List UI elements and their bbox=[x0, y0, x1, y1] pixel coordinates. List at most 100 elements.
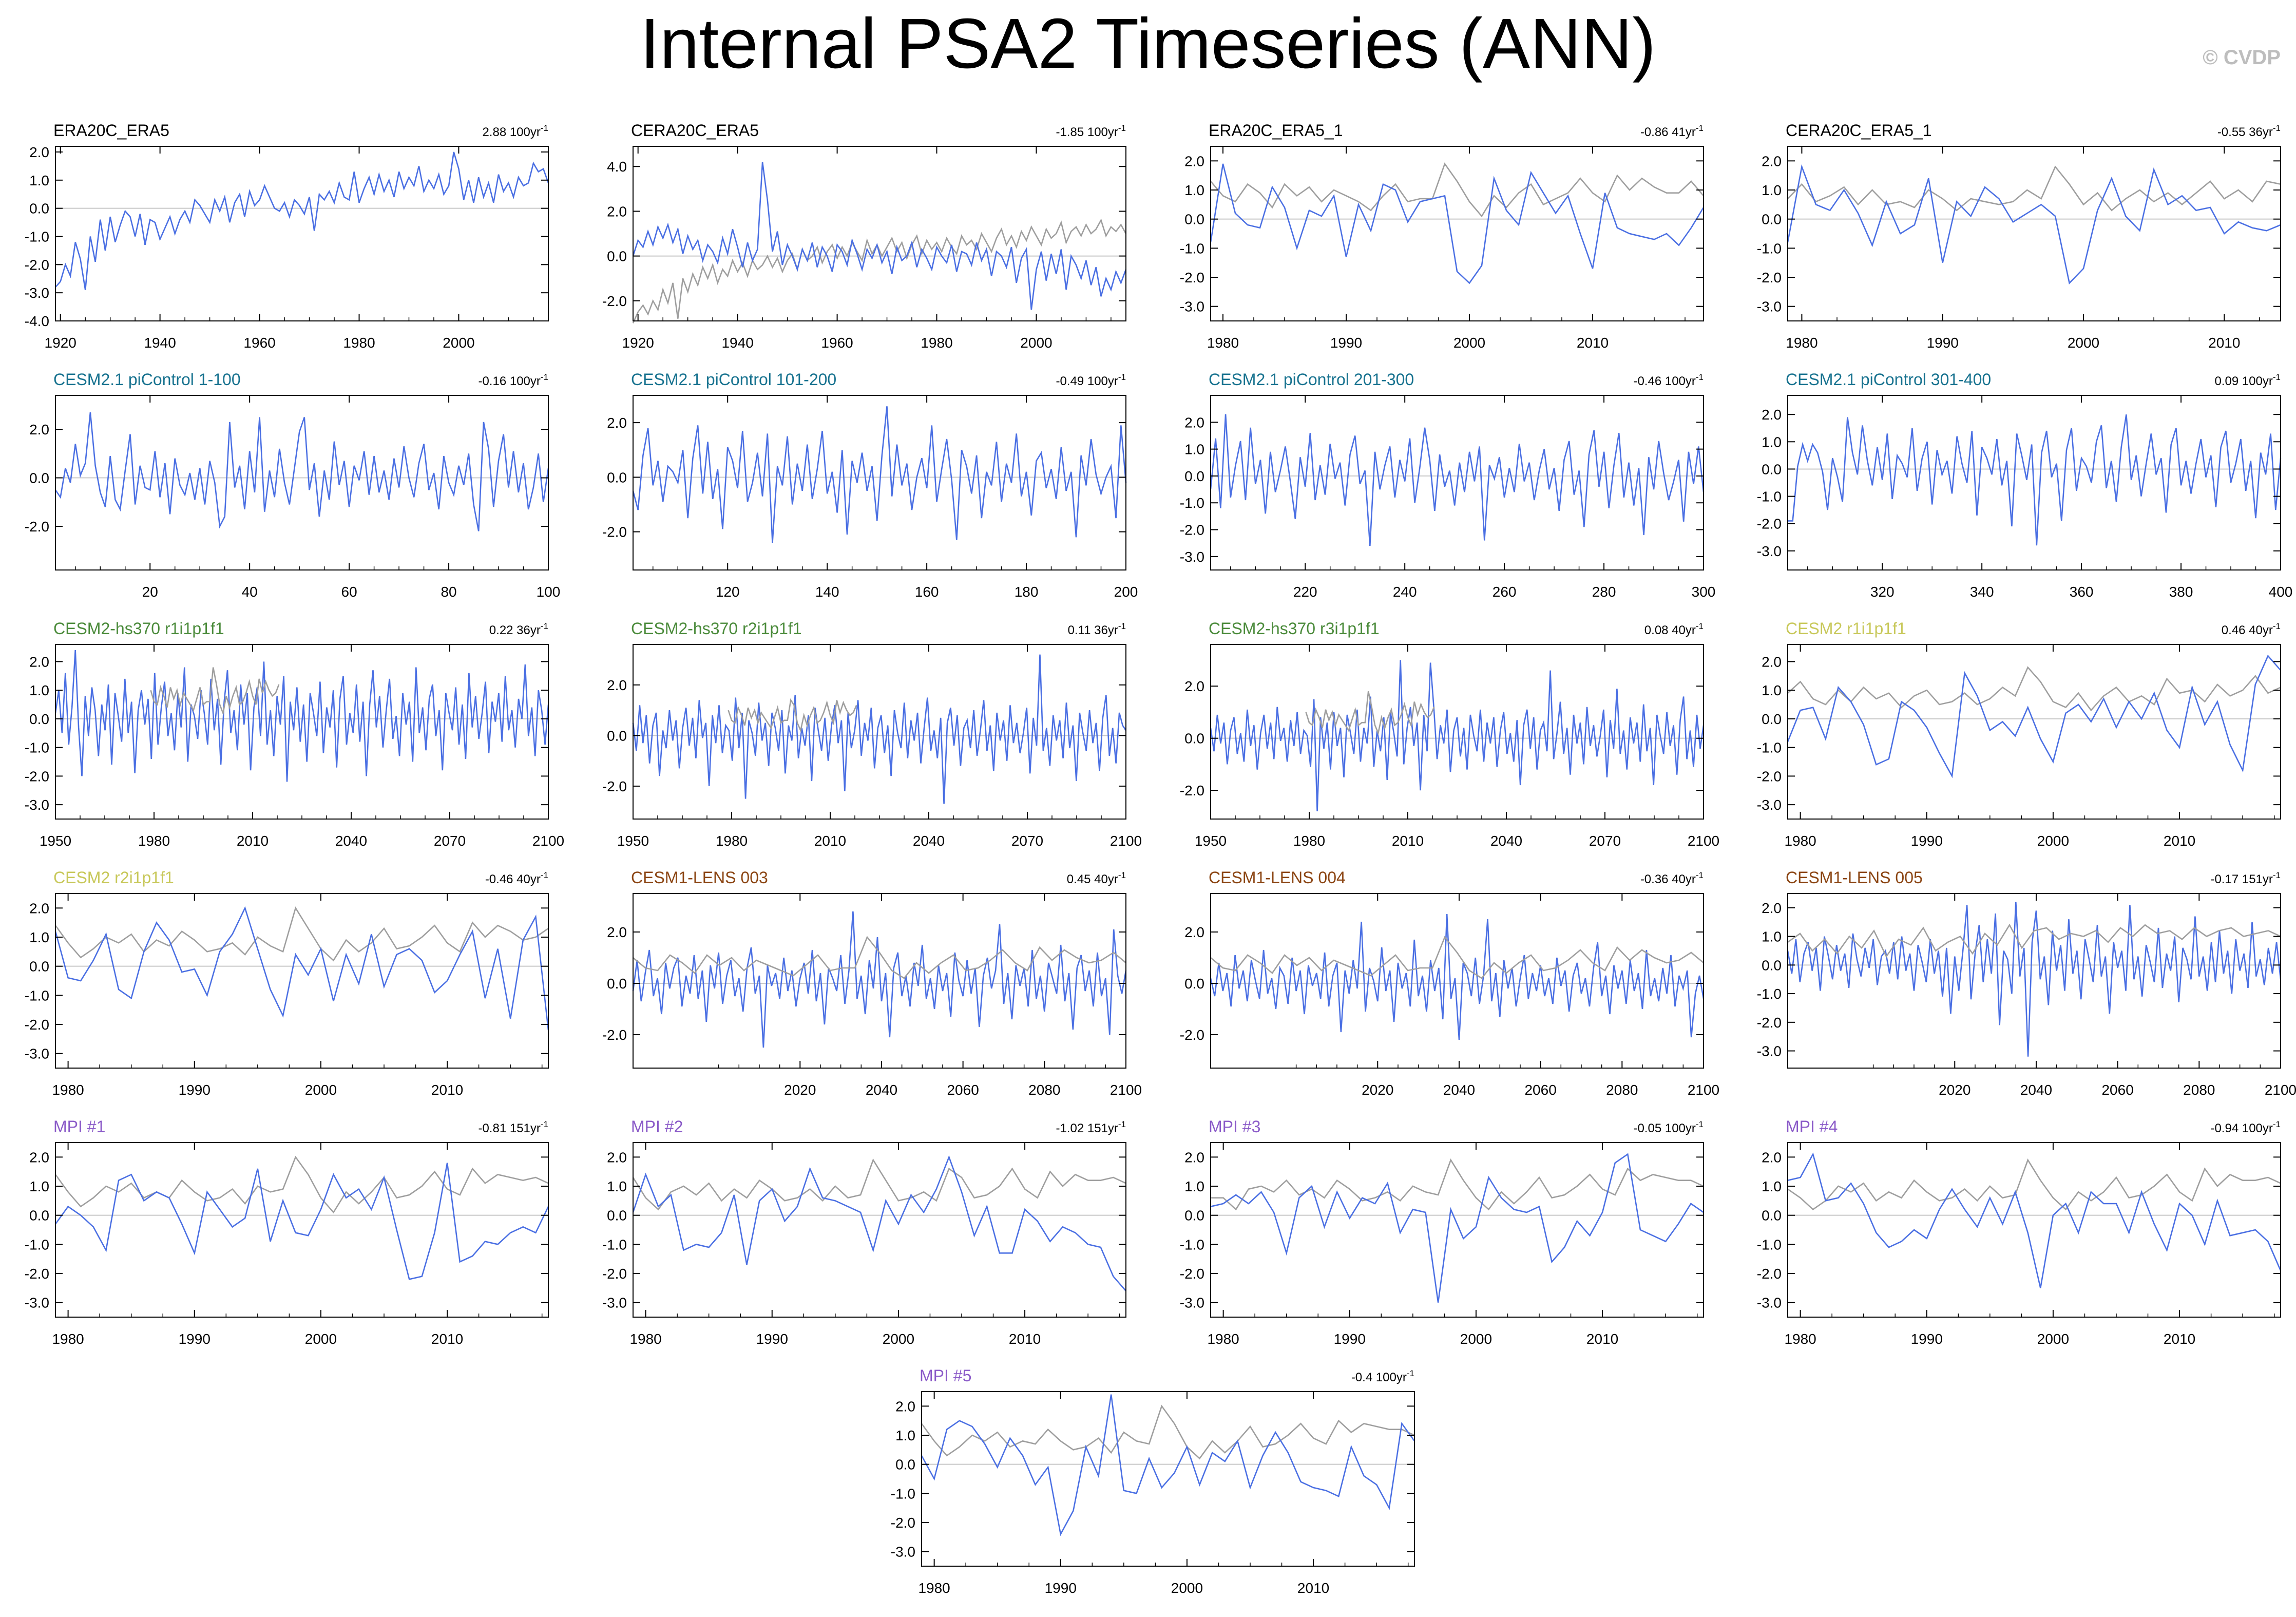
x-tick-label: 400 bbox=[2269, 584, 2293, 600]
y-tick-label: 1.0 bbox=[29, 682, 49, 698]
plot-frame bbox=[55, 1142, 549, 1318]
y-tick-label: -1.0 bbox=[25, 987, 49, 1003]
x-tick-label: 2000 bbox=[305, 1331, 337, 1347]
panel-title: CESM2.1 piControl 301-400 bbox=[1786, 370, 1991, 389]
y-tick-label: 1.0 bbox=[607, 1178, 627, 1194]
y-tick-label: 1.0 bbox=[1762, 182, 1782, 198]
x-tick-label: 1980 bbox=[1207, 335, 1239, 351]
y-tick-label: 0.0 bbox=[895, 1457, 915, 1473]
model-series-line bbox=[1787, 164, 2281, 284]
trend-unit: -1 bbox=[1696, 123, 1704, 133]
obs-series-line bbox=[54, 1155, 549, 1214]
y-tick-label: -1.0 bbox=[1757, 240, 1782, 256]
obs-series-line bbox=[1305, 691, 1435, 735]
panel-title: CESM2 r2i1p1f1 bbox=[53, 868, 174, 887]
y-tick-label: -2.0 bbox=[25, 1017, 49, 1033]
x-tick-label: 2080 bbox=[1606, 1082, 1638, 1098]
x-tick-label: 360 bbox=[2070, 584, 2094, 600]
x-tick-label: 2040 bbox=[335, 833, 367, 849]
x-tick-label: 2010 bbox=[431, 1082, 463, 1098]
plot-frame bbox=[55, 644, 549, 820]
trend-label: -0.05 100yr-1 bbox=[1633, 1119, 1704, 1135]
y-tick-label: 1.0 bbox=[1184, 442, 1204, 458]
x-tick-label: 340 bbox=[1970, 584, 1994, 600]
chart-panel: CESM2.1 piControl 201-300 -0.46 100yr-1 -3… bbox=[1180, 370, 1716, 600]
x-tick-label: 60 bbox=[341, 584, 357, 600]
x-tick-label: 2000 bbox=[2068, 335, 2099, 351]
y-tick-label: 0.0 bbox=[1762, 1208, 1782, 1224]
trend-label: -0.16 100yr-1 bbox=[478, 372, 548, 388]
panel-title: CESM2-hs370 r1i1p1f1 bbox=[53, 619, 224, 638]
chart-panel: CERA20C_ERA5 -1.85 100yr-1 -2.0 0.0 2.0 4.0 19… bbox=[602, 121, 1127, 351]
trend-unit: -1 bbox=[1118, 870, 1126, 880]
y-tick-label: 2.0 bbox=[895, 1398, 915, 1414]
x-tick-label: 2040 bbox=[866, 1082, 897, 1098]
x-tick-label: 160 bbox=[915, 584, 939, 600]
y-tick-label: 0.0 bbox=[1184, 1208, 1204, 1224]
y-tick-label: -3.0 bbox=[25, 797, 49, 813]
chart-panel: CESM1-LENS 003 0.45 40yr-1 -2.0 0.0 2.0 2020 2… bbox=[602, 868, 1142, 1098]
y-tick-label: -2.0 bbox=[602, 524, 627, 540]
x-tick-label: 2010 bbox=[2208, 335, 2240, 351]
x-tick-label: 2010 bbox=[431, 1331, 463, 1347]
y-tick-label: 0.0 bbox=[607, 976, 627, 992]
trend-unit: -1 bbox=[541, 372, 548, 382]
x-tick-label: 2060 bbox=[947, 1082, 979, 1098]
x-tick-label: 2010 bbox=[237, 833, 269, 849]
x-tick-label: 1980 bbox=[921, 335, 952, 351]
model-series-line bbox=[54, 906, 549, 1031]
trend-label: 0.11 36yr-1 bbox=[1068, 621, 1126, 637]
y-tick-label: -1.0 bbox=[1757, 1236, 1782, 1252]
trend-label: 2.88 100yr-1 bbox=[482, 123, 548, 139]
y-tick-label: -3.0 bbox=[1757, 299, 1782, 315]
chart-panel: CESM2-hs370 r3i1p1f1 0.08 40yr-1 -2.0 0.0 2.… bbox=[1180, 619, 1719, 849]
model-series-line bbox=[54, 412, 549, 531]
x-tick-label: 2100 bbox=[532, 833, 564, 849]
x-tick-label: 2040 bbox=[1443, 1082, 1475, 1098]
plot-frame bbox=[1210, 1142, 1704, 1318]
y-tick-label: 2.0 bbox=[607, 203, 627, 219]
x-tick-label: 2040 bbox=[2020, 1082, 2052, 1098]
y-tick-label: 0.0 bbox=[1762, 711, 1782, 727]
x-tick-label: 1920 bbox=[45, 335, 76, 351]
chart-panel: CERA20C_ERA5_1 -0.55 36yr-1 -3.0 -2.0 -1.0 0.… bbox=[1757, 121, 2281, 351]
x-tick-label: 1990 bbox=[179, 1082, 211, 1098]
y-tick-label: -2.0 bbox=[602, 1027, 627, 1043]
x-tick-label: 40 bbox=[242, 584, 258, 600]
obs-series-line bbox=[1787, 923, 2281, 958]
trend-label: -0.36 40yr-1 bbox=[1640, 870, 1704, 886]
trend-unit: -1 bbox=[2273, 123, 2281, 133]
trend-label: -1.02 151yr-1 bbox=[1056, 1119, 1126, 1135]
x-tick-label: 2000 bbox=[883, 1331, 914, 1347]
x-tick-label: 2000 bbox=[443, 335, 474, 351]
panel-title: CESM2-hs370 r3i1p1f1 bbox=[1209, 619, 1380, 638]
x-tick-label: 2080 bbox=[2183, 1082, 2215, 1098]
trend-label: -0.49 100yr-1 bbox=[1056, 372, 1126, 388]
chart-panel: CESM2 r2i1p1f1 -0.46 40yr-1 -3.0 -2.0 -1.0 0.… bbox=[25, 868, 549, 1098]
model-series-line bbox=[632, 1155, 1126, 1291]
chart-panel: CESM2-hs370 r1i1p1f1 0.22 36yr-1 -3.0 -2.0 -… bbox=[25, 619, 564, 849]
y-tick-label: 1.0 bbox=[29, 929, 49, 945]
x-tick-label: 180 bbox=[1015, 584, 1039, 600]
x-tick-label: 380 bbox=[2169, 584, 2193, 600]
x-tick-label: 1990 bbox=[1045, 1580, 1077, 1596]
panel-title: CESM1-LENS 003 bbox=[631, 868, 768, 887]
x-tick-label: 2080 bbox=[1028, 1082, 1060, 1098]
trend-unit: -1 bbox=[1696, 372, 1704, 382]
y-tick-label: -3.0 bbox=[1757, 543, 1782, 559]
y-tick-label: 2.0 bbox=[1762, 407, 1782, 423]
x-tick-label: 2000 bbox=[2037, 833, 2069, 849]
y-tick-label: -2.0 bbox=[1180, 1027, 1204, 1043]
y-tick-label: 0.0 bbox=[29, 1208, 49, 1224]
y-tick-label: 0.0 bbox=[29, 959, 49, 975]
y-tick-label: 0.0 bbox=[1762, 212, 1782, 227]
y-tick-label: -2.0 bbox=[25, 519, 49, 535]
y-tick-label: 2.0 bbox=[1762, 654, 1782, 670]
trend-label: 0.45 40yr-1 bbox=[1067, 870, 1126, 886]
obs-series-line bbox=[632, 1158, 1126, 1211]
y-tick-label: 2.0 bbox=[607, 415, 627, 431]
x-tick-label: 1980 bbox=[1784, 1331, 1816, 1347]
x-tick-label: 300 bbox=[1692, 584, 1716, 600]
plot-frame bbox=[1787, 395, 2281, 570]
panel-title: CESM1-LENS 004 bbox=[1209, 868, 1346, 887]
